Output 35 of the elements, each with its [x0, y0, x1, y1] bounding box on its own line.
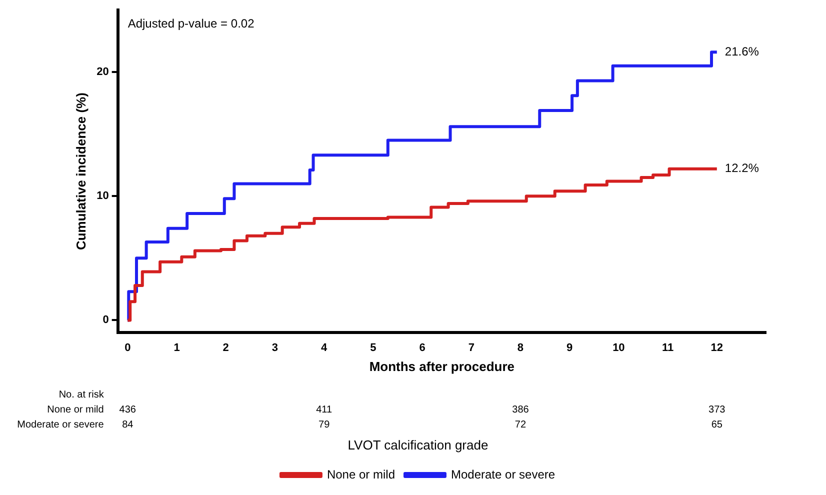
text: 79 [318, 419, 330, 430]
legend-label: None or mild [326, 467, 395, 482]
x-tick-label: 2 [222, 342, 229, 354]
legend-title: LVOT calcification grade [348, 437, 488, 452]
x-axis-title: Months after procedure [369, 359, 515, 374]
annotation: 12.2% [724, 161, 760, 176]
x-tick-label: 1 [174, 342, 180, 354]
text: 65 [711, 419, 723, 430]
x-tick-label: 7 [468, 342, 474, 354]
text: 373 [708, 404, 726, 416]
y-axis-title: Cumulative incidence (%) [73, 92, 88, 250]
text: 84 [122, 419, 134, 430]
y-tick-label: 20 [96, 66, 109, 78]
x-tick-label: 3 [272, 342, 278, 354]
x-tick-label: 6 [419, 342, 426, 354]
x-tick-label: 9 [566, 342, 573, 354]
x-tick-label: 5 [370, 342, 376, 354]
text: No. at risk [58, 389, 105, 400]
x-tick-label: 10 [612, 342, 625, 354]
annotation: Adjusted p-value = 0.02 [128, 16, 255, 30]
x-tick-label: 11 [662, 342, 674, 354]
y-tick-label: 0 [102, 314, 109, 326]
x-tick-label: 12 [710, 342, 724, 354]
y-tick-label: 10 [96, 190, 109, 202]
x-tick-label: 0 [124, 342, 131, 354]
annotation: 21.6% [724, 44, 760, 58]
text: 411 [316, 404, 332, 416]
text: 72 [514, 419, 526, 430]
x-tick-label: 4 [321, 342, 328, 354]
text: None or mild [47, 404, 104, 416]
legend-label: Moderate or severe [450, 467, 556, 482]
text: 386 [512, 404, 530, 416]
text: Moderate or severe [17, 419, 104, 430]
text: 436 [119, 404, 136, 416]
x-tick-label: 8 [517, 342, 524, 354]
